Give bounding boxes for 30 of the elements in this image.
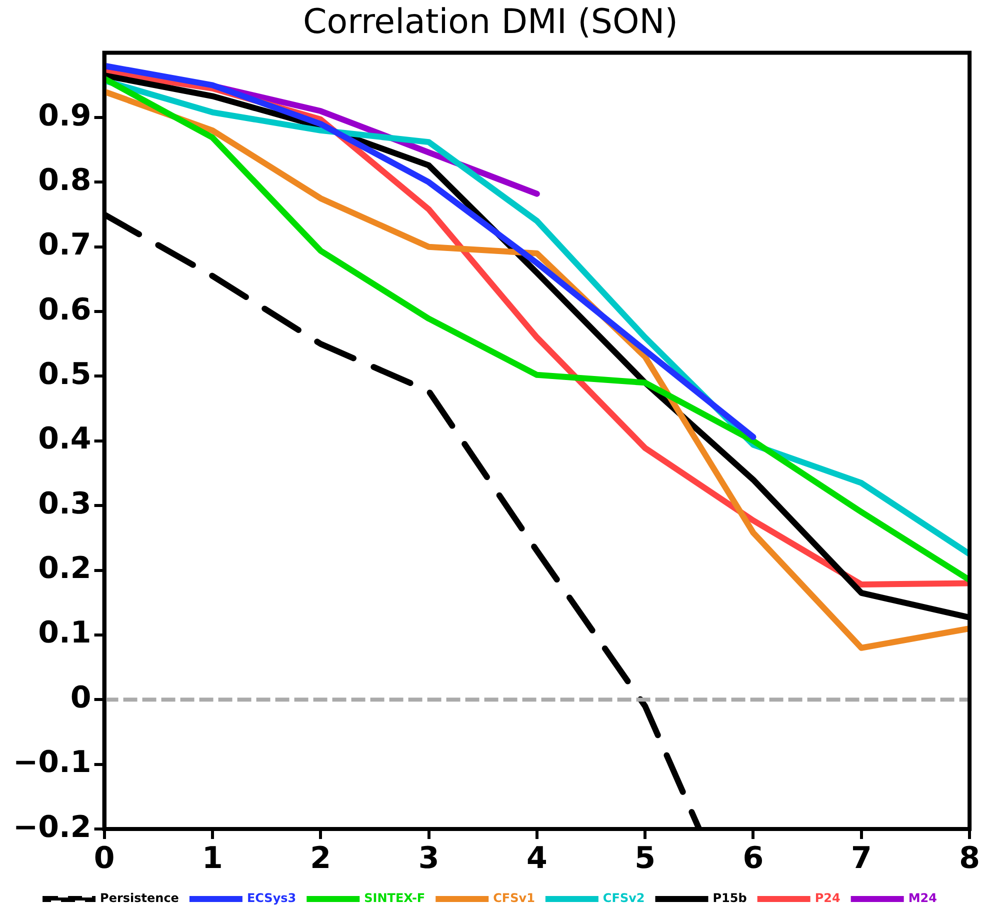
y-tick-label: 0.7 xyxy=(38,228,92,263)
legend-label: CFSv2 xyxy=(602,891,645,906)
x-tick-label: 7 xyxy=(850,840,872,876)
legend-label: Persistence xyxy=(100,891,179,906)
x-tick-label: 6 xyxy=(742,840,764,876)
legend-label: P24 xyxy=(814,891,840,906)
x-tick-label: 3 xyxy=(418,840,440,876)
x-tick-label: 1 xyxy=(202,840,223,876)
y-tick-label: 0.1 xyxy=(38,616,92,651)
y-tick-label: 0 xyxy=(70,680,92,716)
y-tick-label: −0.2 xyxy=(13,810,92,845)
y-tick-label: 0.5 xyxy=(38,357,92,392)
chart-title: Correlation DMI (SON) xyxy=(303,2,678,42)
x-tick-label: 5 xyxy=(634,840,656,876)
x-tick-label: 2 xyxy=(310,840,332,876)
legend-label: P15b xyxy=(712,891,748,906)
legend-label: SINTEX-F xyxy=(364,891,426,906)
y-tick-label: 0.8 xyxy=(38,162,92,198)
y-tick-label: 0.3 xyxy=(38,486,92,522)
y-tick-label: 0.2 xyxy=(38,551,92,586)
legend-label: CFSv1 xyxy=(493,891,535,906)
x-tick-label: 0 xyxy=(94,840,115,876)
y-tick-label: 0.6 xyxy=(38,292,92,328)
y-tick-label: 0.4 xyxy=(38,422,92,457)
legend-label: M24 xyxy=(908,891,937,906)
y-tick-label: 0.9 xyxy=(38,98,92,134)
x-tick-label: 4 xyxy=(526,840,548,876)
y-tick-label: −0.1 xyxy=(13,745,92,780)
legend-label: ECSys3 xyxy=(246,891,296,906)
x-tick-label: 8 xyxy=(959,840,980,876)
